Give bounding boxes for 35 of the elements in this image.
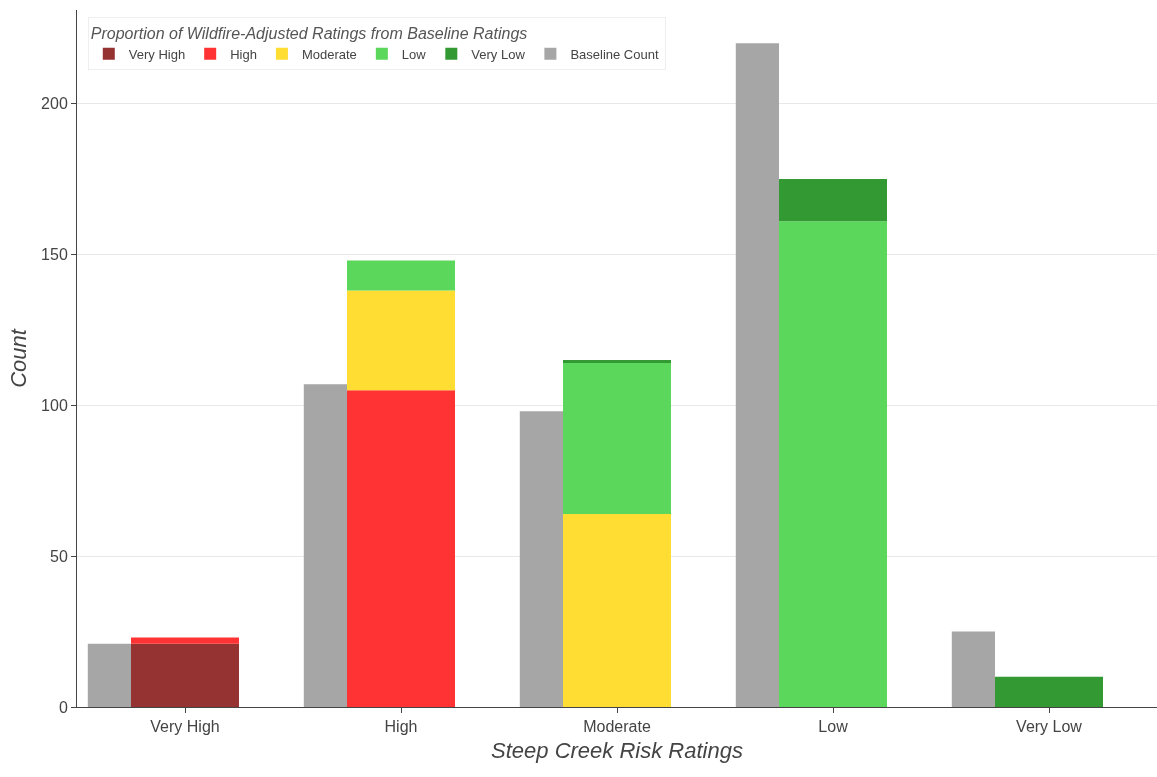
- legend-label: Low: [401, 46, 427, 62]
- legend-label: Baseline Count: [570, 46, 659, 62]
- y-axis-title: Count: [5, 328, 31, 388]
- bar: [519, 411, 563, 707]
- bar: [303, 384, 347, 707]
- bar: [563, 363, 671, 514]
- x-tick-label: Very High: [150, 718, 220, 736]
- y-tick-label: 100: [41, 396, 68, 414]
- y-tick-label: 200: [41, 95, 68, 113]
- x-tick-label: High: [384, 718, 418, 736]
- legend-label: High: [230, 46, 257, 62]
- y-tick-label: 150: [41, 246, 68, 263]
- legend-label: Very High: [128, 46, 186, 62]
- bar: [347, 390, 455, 707]
- bar: [779, 178, 887, 222]
- y-tick-label: 50: [50, 547, 68, 565]
- bar: [131, 643, 239, 707]
- bar: [735, 43, 779, 707]
- legend-title: Proportion of Wildfire-Adjusted Ratings from Baseline Ratings: [90, 24, 528, 42]
- bar: [347, 260, 455, 291]
- bar: [87, 643, 131, 707]
- bar: [951, 631, 995, 707]
- bar: [563, 513, 671, 707]
- x-tick-label: Very Low: [1016, 718, 1083, 736]
- legend-label: Very Low: [471, 46, 526, 62]
- bar: [563, 360, 671, 364]
- bar: [347, 290, 455, 391]
- bar: [131, 637, 239, 644]
- x-tick-label: Moderate: [583, 718, 651, 736]
- legend-label: Moderate: [301, 46, 357, 62]
- bar: [995, 676, 1103, 707]
- x-tick-label: Low: [818, 718, 849, 736]
- y-tick-label: 0: [58, 698, 68, 716]
- bar: [779, 221, 887, 707]
- x-axis-title: Steep Creek Risk Ratings: [491, 738, 743, 764]
